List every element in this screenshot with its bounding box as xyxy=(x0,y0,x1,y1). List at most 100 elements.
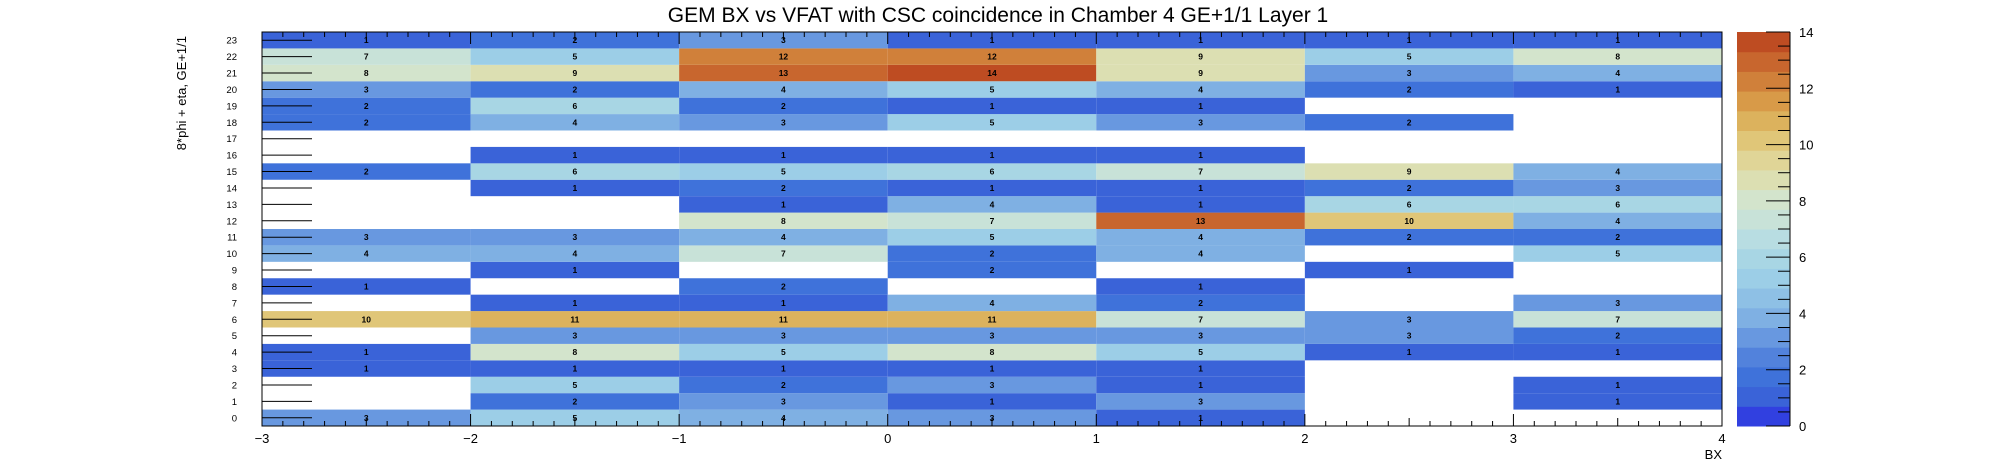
heatmap-cell xyxy=(1096,311,1305,328)
y-tick-label: 9 xyxy=(232,266,237,277)
heatmap-cell xyxy=(1304,327,1514,344)
heatmap-cell xyxy=(887,376,1097,394)
y-tick-label: 0 xyxy=(232,413,237,424)
color-scale-segment xyxy=(1737,347,1790,368)
x-tick-label: −2 xyxy=(463,431,478,446)
cell-value-label: 1 xyxy=(990,183,995,193)
cell-value-label: 7 xyxy=(1198,314,1203,324)
color-scale-segment xyxy=(1737,209,1790,230)
cell-value-label: 3 xyxy=(781,396,786,406)
cell-value-label: 3 xyxy=(364,413,369,423)
cell-value-label: 2 xyxy=(572,84,577,94)
heatmap-cell xyxy=(679,409,888,426)
z-tick-label: 6 xyxy=(1799,250,1806,265)
heatmap-cell xyxy=(679,64,888,82)
cell-value-label: 1 xyxy=(1198,413,1203,423)
color-scale-segment xyxy=(1737,71,1790,92)
heatmap-cell xyxy=(470,114,680,131)
cell-value-label: 1 xyxy=(1198,150,1203,160)
heatmap-cell xyxy=(1096,146,1305,164)
y-tick-label: 12 xyxy=(226,216,237,227)
heatmap-cell xyxy=(1096,32,1305,49)
heatmap-cell xyxy=(262,278,471,295)
color-scale-segment xyxy=(1737,288,1790,309)
color-scale-segment xyxy=(1737,150,1790,171)
cell-value-label: 4 xyxy=(1198,249,1203,259)
y-tick-label: 19 xyxy=(226,101,237,112)
heatmap-cell xyxy=(887,146,1097,164)
cell-value-label: 3 xyxy=(364,84,369,94)
heatmap-cell xyxy=(679,32,888,49)
y-tick-label: 4 xyxy=(232,348,237,359)
color-scale-segment xyxy=(1737,51,1790,72)
heatmap-cell xyxy=(262,343,471,361)
heatmap-cell xyxy=(679,48,888,65)
heatmap-cell xyxy=(1513,32,1722,49)
heatmap-cell xyxy=(1096,81,1305,98)
heatmap-cell xyxy=(679,393,888,410)
y-tick-label: 15 xyxy=(226,167,237,178)
heatmap-cell xyxy=(887,81,1097,98)
z-tick-label: 8 xyxy=(1799,194,1806,209)
cell-value-label: 1 xyxy=(364,281,369,291)
heatmap-cell xyxy=(1096,278,1305,295)
cell-value-label: 1 xyxy=(1615,380,1620,390)
cell-value-label: 1 xyxy=(781,150,786,160)
heatmap-cell xyxy=(1096,179,1305,197)
x-tick-label: 3 xyxy=(1510,431,1517,446)
heatmap-cell xyxy=(1513,343,1722,361)
cell-value-label: 1 xyxy=(572,298,577,308)
cell-value-label: 3 xyxy=(1198,117,1203,127)
y-tick-label: 10 xyxy=(226,249,237,260)
cell-value-label: 2 xyxy=(364,101,369,111)
cell-value-label: 2 xyxy=(781,281,786,291)
cell-value-label: 9 xyxy=(1198,68,1203,78)
color-scale: 0 2 4 6 8 10 12 14 xyxy=(1737,25,1813,434)
heatmap-cell xyxy=(1096,97,1305,115)
y-tick-label: 1 xyxy=(232,397,237,408)
heatmap-cell xyxy=(470,163,680,180)
cell-value-label: 1 xyxy=(1615,396,1620,406)
cell-value-label: 7 xyxy=(1615,314,1620,324)
heatmap-cell xyxy=(679,179,888,197)
heatmap-cell xyxy=(887,360,1097,377)
heatmap-cell xyxy=(470,261,680,279)
heatmap-cell xyxy=(679,146,888,164)
heatmap-cell xyxy=(1304,343,1514,361)
cell-value-label: 13 xyxy=(1196,216,1206,226)
x-axis-label: BX xyxy=(1705,447,1723,462)
cell-value-label: 1 xyxy=(1407,347,1412,357)
heatmap-cell xyxy=(470,179,680,197)
cell-value-label: 4 xyxy=(781,413,786,423)
heatmap-cell xyxy=(262,97,471,115)
color-scale-segment xyxy=(1737,110,1790,131)
heatmap-cell xyxy=(679,114,888,131)
cell-value-label: 10 xyxy=(362,314,372,324)
cell-value-label: 9 xyxy=(1407,167,1412,177)
y-tick-label: 6 xyxy=(232,315,237,326)
heatmap-cell xyxy=(679,327,888,344)
heatmap-cell xyxy=(1513,163,1722,180)
cell-value-label: 4 xyxy=(1198,232,1203,242)
cell-value-label: 7 xyxy=(364,52,369,62)
heatmap-cell xyxy=(262,163,471,180)
heatmap-cell xyxy=(887,229,1097,246)
cell-value-label: 3 xyxy=(1198,331,1203,341)
heatmap-cell xyxy=(887,48,1097,65)
cell-value-label: 4 xyxy=(781,232,786,242)
cell-value-label: 2 xyxy=(364,117,369,127)
cell-value-label: 7 xyxy=(990,216,995,226)
heatmap-cell xyxy=(262,32,471,49)
cell-value-label: 4 xyxy=(1615,68,1620,78)
cell-value-label: 5 xyxy=(990,232,995,242)
cell-value-label: 2 xyxy=(1615,331,1620,341)
cell-value-label: 1 xyxy=(990,150,995,160)
cell-value-label: 11 xyxy=(570,314,579,324)
cell-value-label: 3 xyxy=(1615,183,1620,193)
cell-value-label: 11 xyxy=(779,314,788,324)
heatmap-cell xyxy=(679,376,888,394)
heatmap-cell xyxy=(470,327,680,344)
heatmap-cell xyxy=(1304,163,1514,180)
color-scale-segment xyxy=(1737,169,1790,191)
